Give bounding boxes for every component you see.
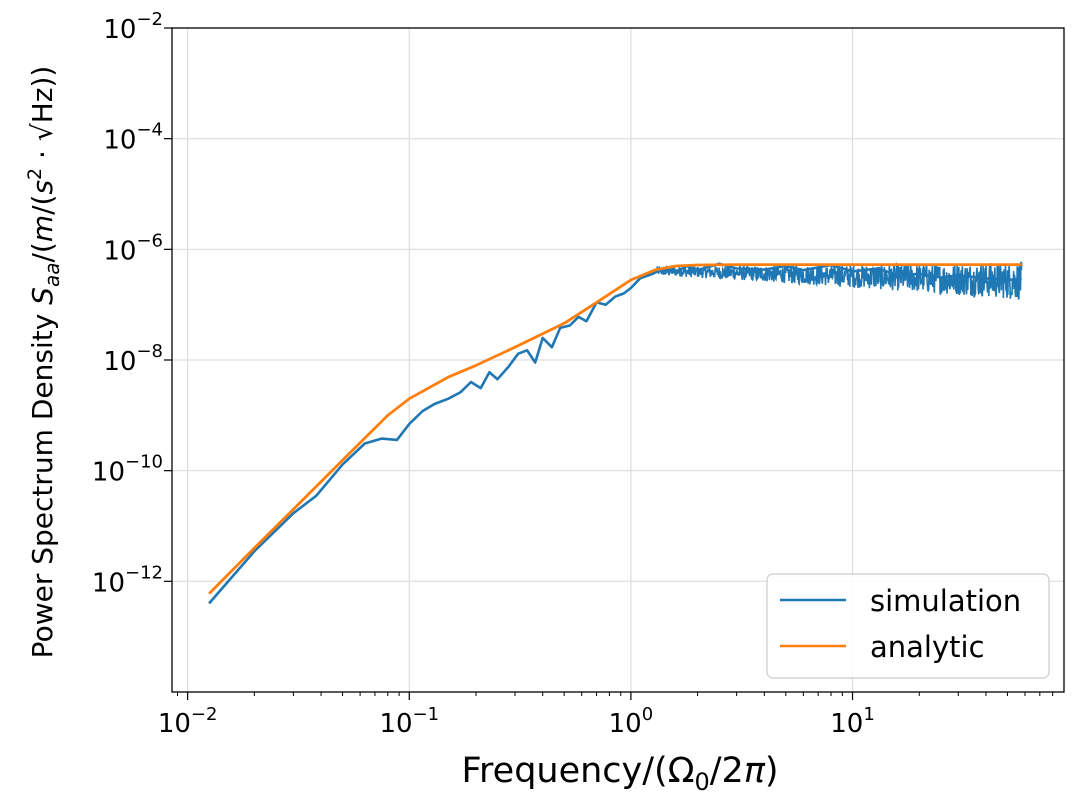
svg-text:Power Spectrum Density Saa/(m/: Power Spectrum Density Saa/(m/(s2 · √Hz)… — [24, 66, 64, 659]
y-tick-label: 10−12 — [92, 562, 163, 598]
y-tick-label: 10−10 — [92, 452, 163, 488]
y-axis-label: Power Spectrum Density Saa/(m/(s2 · √Hz)… — [24, 66, 64, 659]
series-line-analytic — [208, 263, 1022, 595]
x-tick-label: 100 — [609, 704, 654, 739]
series-layer — [208, 261, 1023, 605]
legend: simulation analytic — [766, 573, 1050, 679]
y-tick-label: 10−4 — [103, 120, 163, 156]
x-tick-label: 10−2 — [158, 704, 218, 739]
y-tick-label: 10−6 — [103, 230, 163, 266]
tick-labels: 10−2 10−1 100 101 10−12 10−10 10−8 10−6 10−4 10−2 — [92, 9, 875, 739]
x-tick-label: 101 — [830, 704, 875, 739]
x-axis-label: Frequency/(Ω0/2π) — [461, 751, 778, 796]
y-tick-label: 10−2 — [103, 9, 163, 45]
tick-marks — [164, 27, 1054, 700]
series-line-simulation — [208, 262, 1022, 605]
legend-label-simulation: simulation — [870, 584, 1021, 618]
y-tick-label: 10−8 — [103, 341, 163, 377]
x-tick-label: 10−1 — [379, 704, 439, 739]
grid-lines — [172, 28, 1064, 692]
legend-label-analytic: analytic — [870, 630, 985, 664]
